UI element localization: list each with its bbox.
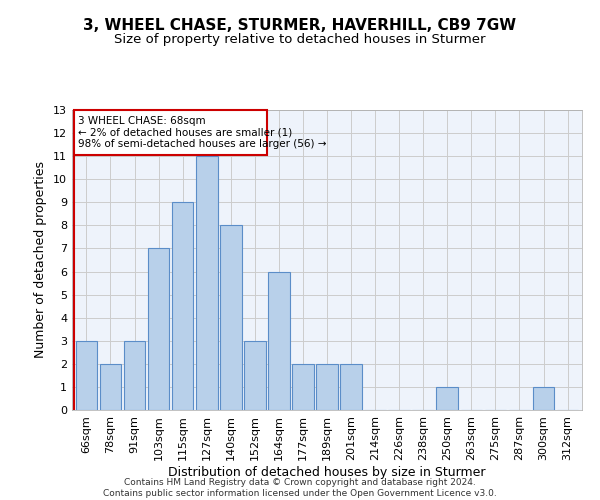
Bar: [148, 248, 169, 410]
Text: 3, WHEEL CHASE, STURMER, HAVERHILL, CB9 7GW: 3, WHEEL CHASE, STURMER, HAVERHILL, CB9 …: [83, 18, 517, 32]
Text: Size of property relative to detached houses in Sturmer: Size of property relative to detached ho…: [114, 32, 486, 46]
Bar: [172, 202, 193, 410]
Bar: [436, 387, 458, 410]
Bar: [244, 341, 266, 410]
Bar: [220, 226, 242, 410]
Y-axis label: Number of detached properties: Number of detached properties: [34, 162, 47, 358]
Bar: [268, 272, 290, 410]
X-axis label: Distribution of detached houses by size in Sturmer: Distribution of detached houses by size …: [168, 466, 486, 478]
Bar: [316, 364, 338, 410]
Bar: [340, 364, 362, 410]
Text: 3 WHEEL CHASE: 68sqm
← 2% of detached houses are smaller (1)
98% of semi-detache: 3 WHEEL CHASE: 68sqm ← 2% of detached ho…: [78, 116, 326, 149]
Bar: [196, 156, 218, 410]
Bar: [292, 364, 314, 410]
Bar: [533, 387, 554, 410]
FancyBboxPatch shape: [74, 110, 267, 155]
Bar: [100, 364, 121, 410]
Bar: [76, 341, 97, 410]
Text: Contains HM Land Registry data © Crown copyright and database right 2024.
Contai: Contains HM Land Registry data © Crown c…: [103, 478, 497, 498]
Bar: [124, 341, 145, 410]
